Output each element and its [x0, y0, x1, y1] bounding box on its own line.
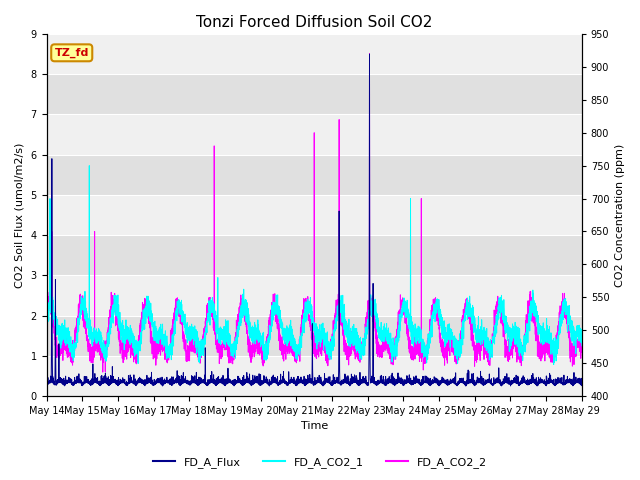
Bar: [47, 235, 582, 276]
Text: TZ_fd: TZ_fd: [54, 48, 89, 58]
Legend: FD_A_Flux, FD_A_CO2_1, FD_A_CO2_2: FD_A_Flux, FD_A_CO2_1, FD_A_CO2_2: [148, 452, 492, 472]
Y-axis label: CO2 Soil Flux (umol/m2/s): CO2 Soil Flux (umol/m2/s): [15, 143, 25, 288]
Bar: [47, 356, 582, 396]
Bar: [47, 195, 582, 235]
Bar: [47, 155, 582, 195]
Bar: [47, 34, 582, 74]
Bar: [47, 74, 582, 114]
X-axis label: Time: Time: [301, 421, 328, 432]
Bar: [47, 114, 582, 155]
Y-axis label: CO2 Concentration (ppm): CO2 Concentration (ppm): [615, 144, 625, 287]
Bar: [47, 316, 582, 356]
Bar: [47, 276, 582, 316]
Title: Tonzi Forced Diffusion Soil CO2: Tonzi Forced Diffusion Soil CO2: [196, 15, 433, 30]
